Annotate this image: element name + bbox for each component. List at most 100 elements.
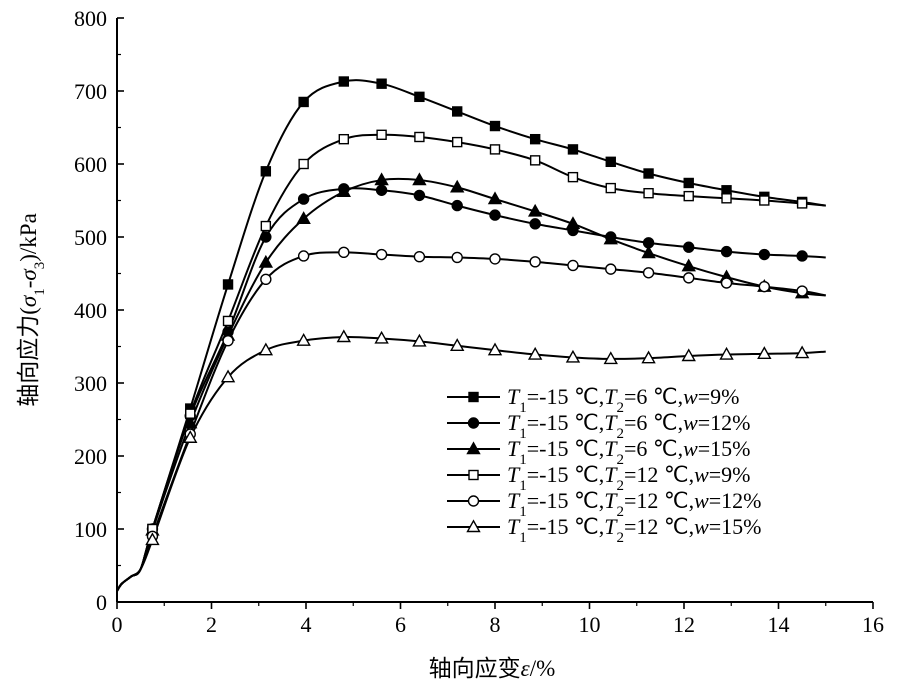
- data-point-s6: [296, 333, 311, 346]
- legend: T1=-15 ℃,T2=6 ℃,w=9%T1=-15 ℃,T2=6 ℃,w=12…: [447, 384, 762, 546]
- data-point-s6: [258, 342, 274, 356]
- data-point-s5: [413, 251, 426, 263]
- data-point-s2: [375, 184, 388, 196]
- legend-marker: [466, 519, 481, 533]
- x-tick-label: 6: [395, 612, 406, 637]
- data-point-s1: [452, 106, 463, 117]
- legend-marker: [467, 495, 480, 507]
- data-point-s5: [796, 285, 808, 297]
- y-tick-label: 600: [74, 152, 107, 177]
- data-point-s6: [487, 342, 503, 356]
- data-point-s2: [260, 231, 272, 243]
- legend-marker: [467, 417, 480, 429]
- ticks: 0 2 4 6 8 10 12 14 16 0 100 200 300 400 500 600 700 800: [74, 6, 884, 637]
- data-point-s1: [414, 91, 425, 103]
- series-markers: [145, 76, 810, 546]
- legend-marker: [468, 391, 479, 403]
- data-point-s5: [297, 250, 310, 262]
- data-point-s5: [605, 263, 617, 275]
- data-point-s2: [451, 199, 463, 212]
- data-point-s4: [605, 182, 616, 194]
- data-point-s1: [298, 96, 309, 108]
- data-point-s5: [260, 273, 272, 286]
- data-point-s6: [220, 369, 236, 383]
- data-point-s3: [603, 231, 618, 245]
- data-point-s2: [529, 218, 541, 230]
- data-point-s1: [376, 78, 387, 89]
- data-point-s1: [683, 177, 694, 189]
- data-point-s1: [260, 166, 272, 177]
- data-point-s5: [683, 272, 695, 284]
- data-point-s4: [759, 195, 770, 206]
- y-tick-label: 800: [74, 6, 107, 31]
- data-point-s4: [376, 129, 387, 141]
- data-point-s6: [450, 338, 465, 351]
- data-point-s3: [527, 203, 543, 217]
- data-point-s4: [222, 315, 234, 327]
- y-tick-label: 500: [74, 225, 107, 250]
- data-point-s5: [720, 277, 733, 289]
- data-point-s4: [567, 171, 579, 183]
- x-tick-label: 14: [768, 612, 790, 637]
- data-point-s3: [487, 191, 503, 205]
- data-point-s4: [683, 190, 694, 202]
- data-point-s3: [565, 216, 581, 230]
- y-tick-label: 700: [74, 79, 107, 104]
- data-point-s1: [643, 168, 654, 179]
- data-point-s4: [796, 198, 808, 209]
- data-point-s3: [183, 415, 198, 429]
- data-point-s6: [681, 348, 696, 362]
- data-point-s3: [374, 172, 389, 186]
- data-point-s4: [643, 187, 654, 199]
- data-point-s6: [565, 349, 581, 363]
- data-point-s2: [297, 193, 310, 205]
- data-point-s4: [185, 408, 196, 419]
- data-point-s1: [605, 156, 616, 168]
- data-point-s4: [260, 220, 272, 232]
- x-tick-label: 12: [673, 612, 695, 637]
- data-point-s3: [296, 211, 311, 224]
- data-point-s2: [758, 248, 771, 261]
- data-point-s6: [145, 532, 160, 546]
- x-tick-label: 10: [579, 612, 601, 637]
- data-point-s3: [412, 172, 427, 186]
- data-point-s3: [681, 258, 696, 272]
- data-point-s5: [529, 256, 541, 268]
- data-point-s2: [683, 241, 695, 253]
- x-tick-label: 16: [862, 612, 884, 637]
- y-tick-label: 0: [96, 590, 107, 615]
- data-point-s4: [721, 193, 732, 204]
- legend-label: T1=-15 ℃,T2=6 ℃,w=15%: [507, 436, 751, 468]
- x-tick-label: 0: [112, 612, 123, 637]
- legend-label: T1=-15 ℃,T2=12 ℃,w=12%: [507, 488, 762, 520]
- data-point-s4: [529, 155, 541, 166]
- legend-label: T1=-15 ℃,T2=12 ℃,w=15%: [507, 514, 762, 546]
- legend-label: T1=-15 ℃,T2=6 ℃,w=9%: [507, 384, 740, 416]
- data-point-s2: [413, 189, 426, 202]
- data-point-s2: [796, 250, 808, 262]
- y-tick-label: 200: [74, 444, 107, 469]
- data-point-s5: [567, 259, 579, 272]
- y-tick-label: 100: [74, 517, 107, 542]
- legend-marker: [466, 441, 481, 455]
- data-point-s3: [641, 245, 656, 259]
- y-tick-label: 300: [74, 371, 107, 396]
- data-point-s6: [336, 329, 351, 343]
- data-point-s3: [450, 179, 465, 193]
- data-point-s6: [183, 430, 198, 443]
- legend-label: T1=-15 ℃,T2=6 ℃,w=12%: [507, 410, 751, 442]
- data-point-s5: [451, 251, 463, 264]
- data-point-s6: [412, 333, 427, 347]
- y-axis-label: 轴向应力(σ1-σ3)/kPa: [16, 213, 48, 407]
- data-point-s5: [375, 248, 388, 261]
- data-point-s4: [338, 133, 349, 145]
- data-point-s6: [641, 350, 656, 364]
- x-tick-label: 8: [490, 612, 501, 637]
- data-point-s3: [258, 254, 274, 268]
- data-point-s1: [529, 133, 541, 145]
- data-point-s1: [567, 144, 579, 155]
- data-point-s4: [414, 131, 425, 143]
- x-axis-label: 轴向应变ε/%: [429, 656, 556, 681]
- data-point-s3: [336, 184, 351, 197]
